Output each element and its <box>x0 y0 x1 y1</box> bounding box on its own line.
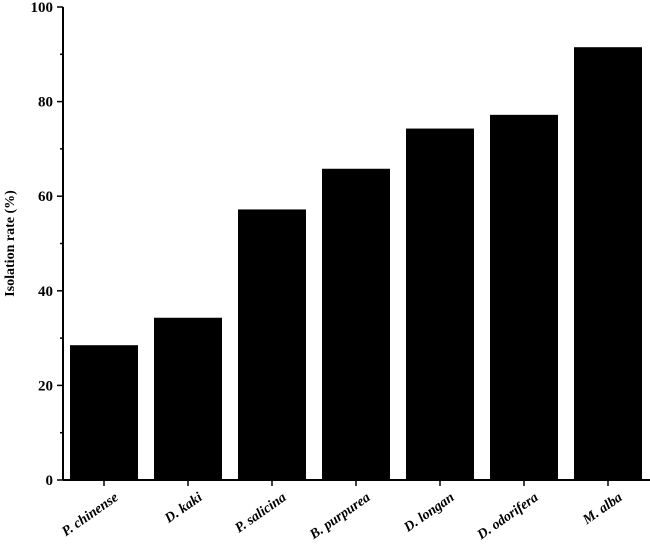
bar <box>154 317 222 480</box>
x-tick-label: B. purpurea <box>307 490 374 543</box>
y-tick-label: 20 <box>38 378 53 394</box>
x-tick-label: P. salicina <box>233 490 290 536</box>
bars-layer <box>70 47 642 481</box>
y-tick-label: 40 <box>38 284 53 300</box>
bar <box>490 114 558 481</box>
y-tick-label: 80 <box>38 95 53 111</box>
y-tick-label: 100 <box>31 0 54 16</box>
y-axis: 0 20 40 60 80 100 <box>31 0 64 489</box>
y-tick-label: 60 <box>38 189 53 205</box>
x-tick-label: M. alba <box>580 490 626 528</box>
x-tick-label: P. chinense <box>59 490 121 540</box>
bar <box>238 209 306 480</box>
x-tick-label: D. longan <box>401 490 458 536</box>
y-tick-label: 0 <box>46 473 54 489</box>
bar <box>322 168 390 481</box>
bar <box>406 128 474 480</box>
x-axis: P. chinense D. kaki P. salicina B. purpurea… <box>59 479 650 544</box>
bar <box>574 47 642 481</box>
x-tick-label: D. kaki <box>162 490 206 527</box>
x-tick-label: D. odorifera <box>474 490 541 543</box>
bar <box>70 345 138 480</box>
y-axis-title: Isolation rate (%) <box>3 190 18 297</box>
